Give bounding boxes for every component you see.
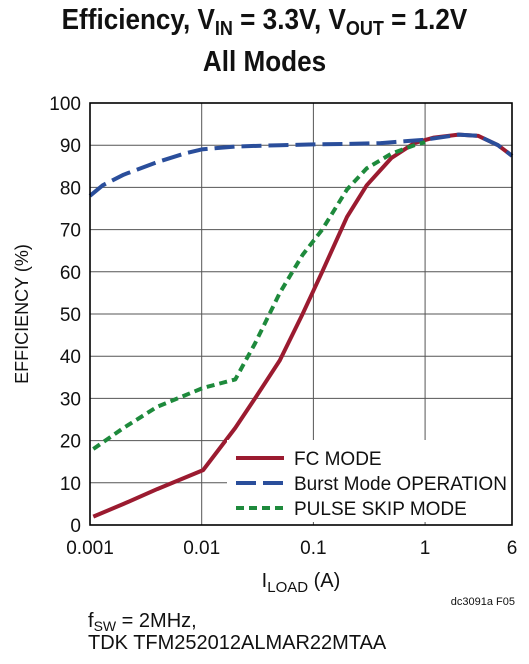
chart-title: Efficiency, VIN = 3.3V, VOUT = 1.2V All …	[26, 4, 502, 79]
figure-id: dc3091a F05	[450, 596, 515, 608]
y-tick-label: 0	[70, 516, 81, 537]
frequency-note: fSW = 2MHz,	[88, 610, 197, 634]
x-tick-label: 6	[507, 538, 518, 559]
y-tick-label: 100	[49, 94, 81, 115]
chart-title-line1: Efficiency, VIN = 3.3V, VOUT = 1.2V	[61, 4, 468, 40]
x-tick-label: 0.1	[300, 538, 326, 559]
x-tick-label: 0.001	[66, 538, 114, 559]
plot-frame	[89, 102, 513, 526]
legend-label-1: FC MODE	[294, 449, 382, 470]
y-tick-label: 30	[60, 389, 81, 410]
y-tick-labels: 0 10 20 30 40 50 60 70 80 90 100	[49, 94, 81, 537]
legend-label-2: Burst Mode OPERATION	[294, 474, 507, 495]
legend-label-3: PULSE SKIP MODE	[294, 499, 467, 520]
chart-title-line2: All Modes	[202, 46, 327, 78]
series-lines	[88, 132, 514, 519]
y-tick-label: 40	[60, 347, 81, 368]
y-tick-label: 90	[60, 136, 81, 157]
legend: FC MODE Burst Mode OPERATION PULSE SKIP MO…	[236, 449, 507, 520]
y-tick-label: 10	[60, 474, 81, 495]
y-tick-label: 50	[60, 305, 81, 326]
y-axis-label: EFFICIENCY (%)	[12, 244, 32, 384]
y-tick-label: 20	[60, 432, 81, 453]
inductor-note: TDK TFM252012ALMAR22MTAA	[88, 632, 387, 654]
x-tick-label: 0.01	[183, 538, 220, 559]
x-tick-labels: 0.001 0.01 0.1 1 6	[66, 538, 517, 559]
y-tick-label: 70	[60, 221, 81, 242]
y-tick-label: 80	[60, 178, 81, 199]
y-tick-label: 60	[60, 263, 81, 284]
x-tick-label: 1	[420, 538, 431, 559]
series-line-2	[88, 132, 514, 198]
series-line-3	[92, 140, 426, 451]
x-axis-label: ILOAD (A)	[262, 570, 341, 596]
